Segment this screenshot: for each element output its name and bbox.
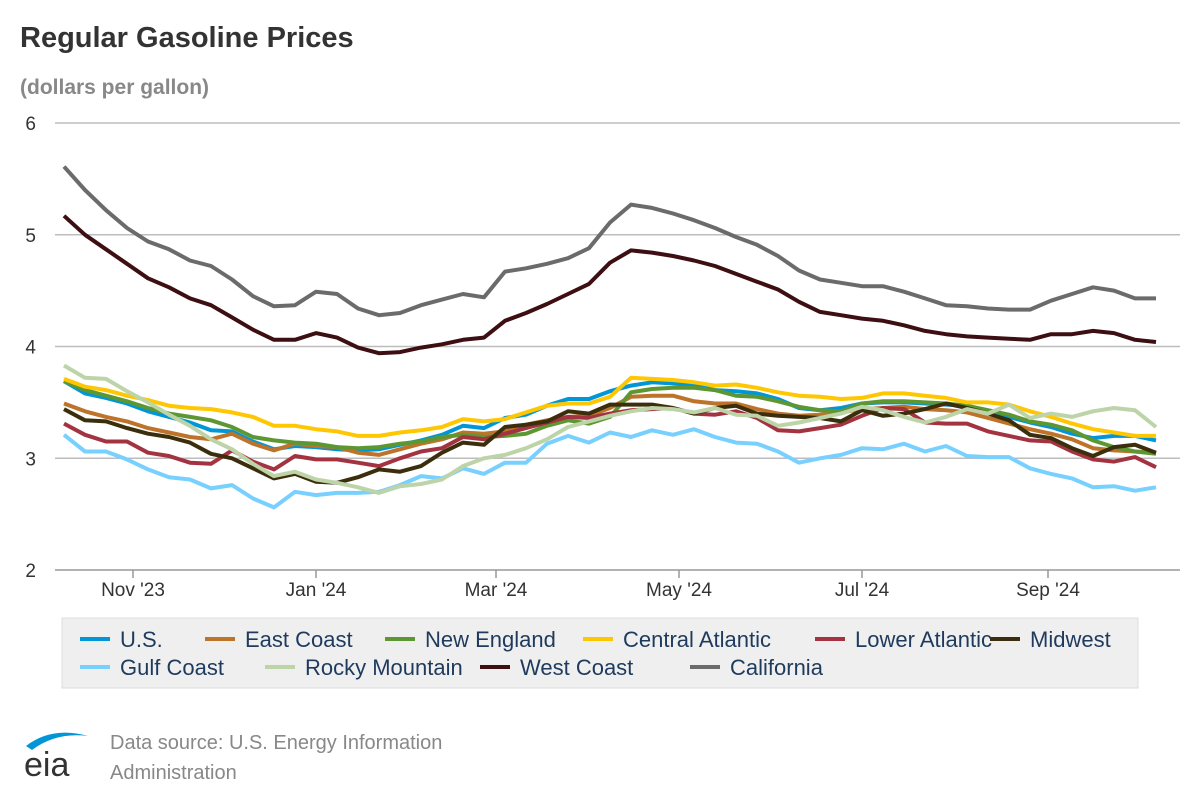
y-tick-label: 4 bbox=[25, 338, 36, 359]
legend-item[interactable]: Rocky Mountain bbox=[265, 655, 463, 680]
legend-label: Central Atlantic bbox=[623, 627, 771, 652]
svg-text:eia: eia bbox=[24, 746, 69, 780]
legend: U.S. East Coast New England Central Atlanti… bbox=[61, 617, 1139, 689]
legend-label: Midwest bbox=[1030, 627, 1111, 652]
series-line-west-coast[interactable] bbox=[62, 214, 1157, 356]
legend-label: New England bbox=[425, 627, 556, 652]
y-tick-label: 6 bbox=[25, 114, 36, 135]
eia-logo-icon: eia bbox=[24, 732, 88, 780]
series-line-gulf-coast[interactable] bbox=[62, 427, 1157, 510]
x-tick-label: Nov '23 bbox=[101, 580, 165, 601]
legend-item[interactable]: U.S. bbox=[80, 627, 163, 652]
y-tick-label: 5 bbox=[25, 226, 36, 247]
eia-logo: eia bbox=[22, 728, 92, 780]
legend-label: East Coast bbox=[245, 627, 353, 652]
legend-label: Rocky Mountain bbox=[305, 655, 463, 680]
y-axis: 2 3 4 5 6 bbox=[25, 114, 36, 582]
legend-item[interactable]: West Coast bbox=[480, 655, 633, 680]
legend-item[interactable]: Midwest bbox=[990, 627, 1111, 652]
series-line-rocky-mountain[interactable] bbox=[62, 363, 1158, 495]
legend-label: West Coast bbox=[520, 655, 633, 680]
x-tick-label: May '24 bbox=[646, 580, 712, 601]
series-lines bbox=[62, 165, 1158, 510]
x-tick-label: Sep '24 bbox=[1016, 580, 1080, 601]
legend-item[interactable]: Gulf Coast bbox=[80, 655, 224, 680]
legend-label: Lower Atlantic bbox=[855, 627, 992, 652]
x-tick-label: Jan '24 bbox=[286, 580, 347, 601]
x-tick-label: Jul '24 bbox=[835, 580, 890, 601]
y-tick-label: 2 bbox=[25, 561, 36, 582]
legend-item[interactable]: Lower Atlantic bbox=[815, 627, 992, 652]
x-axis: Nov '23 Jan '24 Mar '24 May '24 Jul '24 Sep '… bbox=[101, 570, 1080, 601]
legend-item[interactable]: East Coast bbox=[205, 627, 353, 652]
y-tick-label: 3 bbox=[25, 449, 36, 470]
legend-label: California bbox=[730, 655, 824, 680]
legend-item[interactable]: New England bbox=[385, 627, 556, 652]
legend-item[interactable]: Central Atlantic bbox=[583, 627, 771, 652]
x-tick-label: Mar '24 bbox=[465, 580, 528, 601]
legend-item[interactable]: California bbox=[690, 655, 824, 680]
legend-box bbox=[61, 617, 1139, 689]
chart-subtitle: (dollars per gallon) bbox=[20, 76, 210, 99]
legend-label: U.S. bbox=[120, 627, 163, 652]
legend-label: Gulf Coast bbox=[120, 655, 224, 680]
series-line-east-coast[interactable] bbox=[63, 393, 1157, 457]
series-line-central-atlantic[interactable] bbox=[63, 375, 1156, 438]
series-line-california[interactable] bbox=[62, 165, 1156, 318]
gridlines bbox=[55, 122, 1180, 571]
chart-title: Regular Gasoline Prices bbox=[20, 22, 354, 54]
data-source: Data source: U.S. Energy Information Adm… bbox=[110, 732, 443, 784]
